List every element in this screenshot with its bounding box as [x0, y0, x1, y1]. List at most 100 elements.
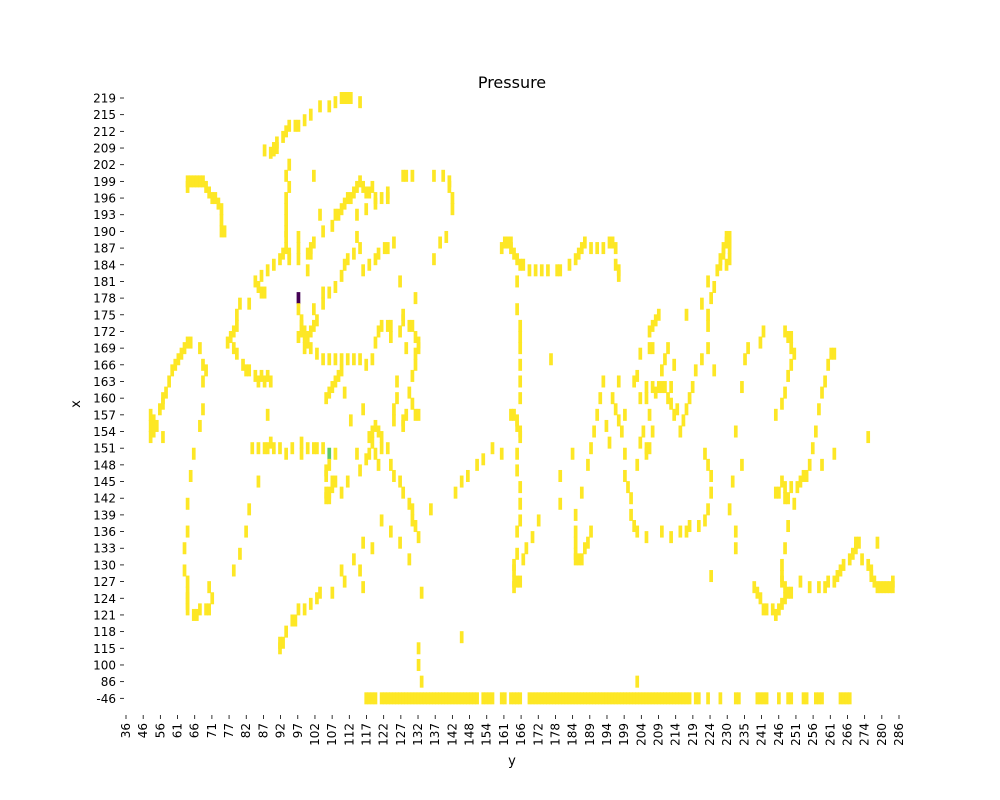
heatmap-cell [385, 242, 390, 255]
heatmap-cell [324, 492, 329, 505]
heatmap-cell [336, 369, 341, 382]
heatmap-cell [342, 92, 347, 105]
heatmap-cell [324, 464, 329, 477]
y-tick: 115 [93, 642, 124, 656]
heatmap-cell [755, 586, 760, 599]
heatmap-cell [792, 497, 797, 510]
heatmap-cell [407, 553, 412, 566]
heatmap-cell [881, 581, 886, 594]
heatmap-cell [419, 692, 424, 705]
heatmap-cell [173, 358, 178, 371]
heatmap-cell [832, 575, 837, 588]
heatmap-cell [875, 536, 880, 549]
heatmap-cell [669, 397, 673, 410]
heatmap-cell [653, 314, 658, 327]
y-tick-label: 151 [93, 442, 116, 456]
heatmap-cell [777, 692, 781, 705]
heatmap-cell [151, 425, 156, 438]
heatmap-cell [783, 325, 787, 338]
heatmap-cell [148, 408, 153, 421]
heatmap-cell [610, 392, 615, 405]
heatmap-cell [305, 336, 310, 349]
heatmap-cell [333, 208, 338, 221]
heatmap-cell [355, 447, 359, 460]
heatmap-cell [407, 497, 412, 510]
heatmap-cell [644, 531, 649, 544]
x-tick: 107 [325, 715, 339, 746]
x-tick-label: 241 [755, 723, 769, 746]
heatmap-cell [656, 308, 661, 321]
heatmap-cell [395, 375, 399, 388]
heatmap-cell [281, 247, 285, 260]
heatmap-cell [275, 136, 279, 149]
x-tick: 209 [652, 715, 666, 746]
heatmap-cell [789, 331, 794, 344]
heatmap-cell [481, 692, 486, 705]
heatmap-cell [724, 230, 729, 243]
heatmap-cell [302, 325, 307, 338]
heatmap-cell [429, 503, 433, 516]
heatmap-cell [866, 431, 871, 444]
heatmap-cell [780, 475, 784, 488]
heatmap-cell [472, 692, 476, 705]
heatmap-cell [373, 692, 378, 705]
heatmap-cell [752, 581, 757, 594]
heatmap-cell [601, 692, 606, 705]
heatmap-cell [786, 331, 790, 344]
heatmap-cell [407, 692, 412, 705]
heatmap-cell [188, 469, 193, 482]
heatmap-cell [546, 264, 550, 277]
y-tick-label: 124 [93, 592, 116, 606]
heatmap-cell [342, 258, 347, 271]
heatmap-cell [530, 692, 535, 705]
heatmap-cell [663, 692, 667, 705]
heatmap-cell [389, 331, 393, 344]
heatmap-cell [182, 342, 187, 355]
x-tick: 127 [394, 715, 408, 746]
heatmap-cell [579, 486, 584, 499]
heatmap-cell [352, 353, 356, 366]
y-axis-label: x [69, 400, 84, 408]
x-tick: 166 [514, 715, 528, 746]
heatmap-cell [407, 386, 412, 399]
heatmap-cell [527, 692, 532, 705]
heatmap-cell [302, 603, 307, 616]
heatmap-cell [167, 375, 171, 388]
x-tick: 235 [737, 715, 751, 746]
heatmap-cell [619, 692, 624, 705]
heatmap-cell [247, 364, 252, 377]
heatmap-cell [385, 442, 390, 455]
heatmap-cell [456, 692, 461, 705]
heatmap-cell [629, 692, 633, 705]
heatmap-cell [635, 675, 640, 688]
heatmap-cell [583, 692, 587, 705]
heatmap-cell [644, 692, 649, 705]
heatmap-cell [219, 225, 224, 238]
heatmap-cell [216, 197, 221, 210]
heatmap-cell [669, 531, 673, 544]
heatmap-cell [416, 658, 421, 671]
heatmap-cell [370, 436, 375, 449]
heatmap-cell [278, 636, 282, 649]
heatmap-cell [789, 358, 794, 371]
heatmap-cell [555, 692, 560, 705]
heatmap-cell [191, 608, 196, 621]
heatmap-cell [536, 514, 541, 527]
heatmap-cell [268, 146, 273, 159]
heatmap-cell [361, 581, 365, 594]
heatmap-cell [758, 692, 763, 705]
heatmap-cell [290, 614, 295, 627]
heatmap-cell [826, 358, 831, 371]
heatmap-cell [499, 692, 504, 705]
x-tick: 71 [205, 715, 219, 738]
heatmap-cell [823, 375, 827, 388]
heatmap-cell [413, 408, 418, 421]
heatmap-cell [515, 275, 519, 288]
heatmap-cell [265, 442, 270, 455]
y-tick-label: 212 [93, 125, 116, 139]
y-tick: 169 [93, 342, 124, 356]
heatmap-cell [416, 642, 421, 655]
heatmap-cell [820, 458, 824, 471]
heatmap-cell [890, 581, 895, 594]
heatmap-cell [293, 614, 298, 627]
